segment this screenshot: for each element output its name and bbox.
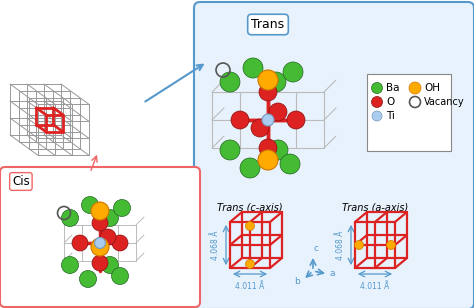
Circle shape xyxy=(409,82,421,94)
Text: a: a xyxy=(330,270,336,278)
Circle shape xyxy=(240,158,260,178)
Circle shape xyxy=(231,111,249,129)
Circle shape xyxy=(220,140,240,160)
Circle shape xyxy=(258,70,278,90)
Circle shape xyxy=(112,235,128,251)
Text: Ti: Ti xyxy=(386,111,395,121)
Circle shape xyxy=(92,215,108,231)
Circle shape xyxy=(283,62,303,82)
Circle shape xyxy=(262,114,274,126)
Circle shape xyxy=(269,103,287,121)
Circle shape xyxy=(62,257,79,274)
Text: Trans (c-axis): Trans (c-axis) xyxy=(217,202,283,212)
Text: Trans: Trans xyxy=(251,18,284,31)
Circle shape xyxy=(111,268,128,285)
Text: Trans (a-axis): Trans (a-axis) xyxy=(342,202,408,212)
Circle shape xyxy=(80,270,97,287)
FancyBboxPatch shape xyxy=(0,167,200,307)
Circle shape xyxy=(91,202,109,220)
Circle shape xyxy=(266,72,286,92)
Circle shape xyxy=(386,241,395,249)
Circle shape xyxy=(246,260,255,269)
Circle shape xyxy=(268,140,288,160)
Circle shape xyxy=(101,209,118,226)
Text: Cis: Cis xyxy=(12,175,30,188)
Circle shape xyxy=(113,200,130,217)
Circle shape xyxy=(220,72,240,92)
FancyBboxPatch shape xyxy=(367,74,451,151)
Circle shape xyxy=(243,58,263,78)
Circle shape xyxy=(246,221,255,230)
Text: c: c xyxy=(314,244,319,253)
Text: 4.011 Å: 4.011 Å xyxy=(360,282,390,291)
Text: 4.068 Å: 4.068 Å xyxy=(337,230,346,260)
Circle shape xyxy=(372,83,383,94)
Circle shape xyxy=(94,237,106,249)
Circle shape xyxy=(62,209,79,226)
Circle shape xyxy=(251,119,269,137)
Circle shape xyxy=(259,83,277,101)
Circle shape xyxy=(355,241,364,249)
Text: 4.068 Å: 4.068 Å xyxy=(211,230,220,260)
Circle shape xyxy=(100,229,116,245)
Text: 4.011 Å: 4.011 Å xyxy=(236,282,264,291)
Circle shape xyxy=(372,111,382,121)
Circle shape xyxy=(91,238,109,256)
Circle shape xyxy=(287,111,305,129)
Circle shape xyxy=(82,197,99,213)
Circle shape xyxy=(92,255,108,271)
Text: O: O xyxy=(386,97,394,107)
Circle shape xyxy=(372,96,383,107)
Text: OH: OH xyxy=(424,83,440,93)
Text: b: b xyxy=(294,278,300,286)
FancyBboxPatch shape xyxy=(194,2,474,308)
Circle shape xyxy=(258,150,278,170)
Text: Vacancy: Vacancy xyxy=(424,97,465,107)
Circle shape xyxy=(101,257,118,274)
Circle shape xyxy=(280,154,300,174)
Text: Ba: Ba xyxy=(386,83,400,93)
Circle shape xyxy=(259,139,277,157)
Circle shape xyxy=(72,235,88,251)
